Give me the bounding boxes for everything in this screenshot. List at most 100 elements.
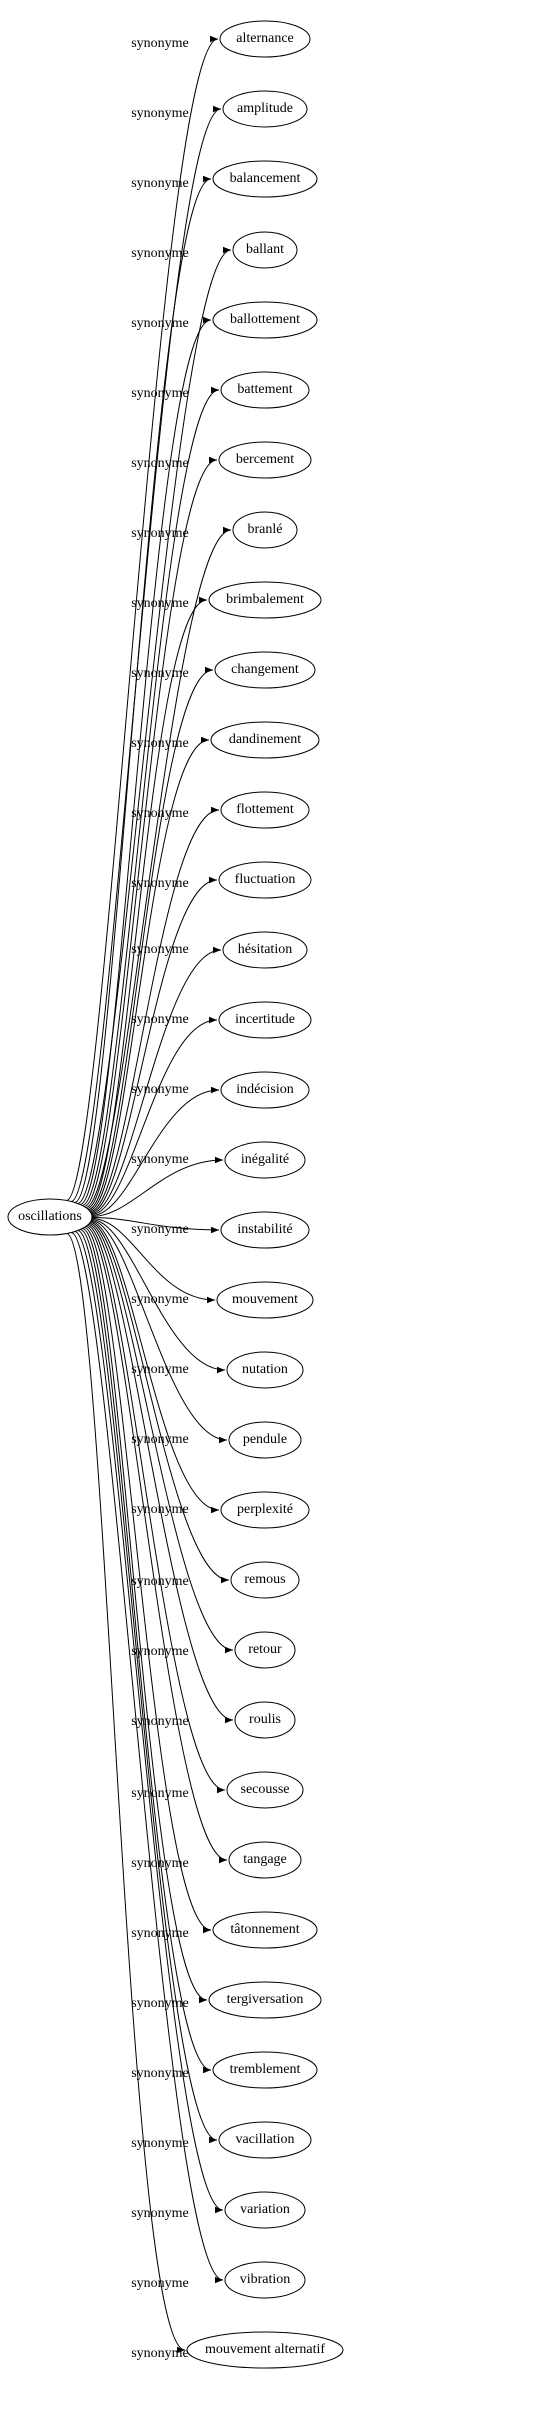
- target-label-changement: changement: [231, 662, 299, 677]
- edge-label-roulis: synonyme: [131, 1714, 189, 1729]
- target-label-fluctuation: fluctuation: [235, 872, 296, 887]
- arrowhead-amplitude: [213, 106, 221, 112]
- target-label-branle: branlé: [248, 522, 283, 537]
- edge-label-amplitude: synonyme: [131, 106, 189, 121]
- edge-label-alternance: synonyme: [131, 36, 189, 51]
- target-label-balancement: balancement: [230, 171, 301, 186]
- edge-label-flottement: synonyme: [131, 806, 189, 821]
- arrowhead-ballant: [223, 247, 231, 253]
- target-label-nutation: nutation: [242, 1362, 288, 1377]
- target-label-secousse: secousse: [241, 1782, 290, 1797]
- arrowhead-vacillation: [209, 2137, 217, 2143]
- target-label-tergiversation: tergiversation: [227, 1992, 304, 2007]
- edge-label-mouvement-alternatif: synonyme: [131, 2346, 189, 2361]
- edge-label-branle: synonyme: [131, 526, 189, 541]
- target-label-roulis: roulis: [249, 1712, 281, 1727]
- target-label-retour: retour: [248, 1642, 282, 1657]
- target-label-remous: remous: [244, 1572, 285, 1587]
- arrowhead-inegalite: [215, 1157, 223, 1163]
- arrowhead-flottement: [211, 807, 219, 813]
- arrowhead-tatonnement: [203, 1927, 211, 1933]
- edge-label-pendule: synonyme: [131, 1432, 189, 1447]
- edge-label-secousse: synonyme: [131, 1786, 189, 1801]
- arrowhead-battement: [211, 387, 219, 393]
- arrowhead-hesitation: [213, 947, 221, 953]
- arrowhead-retour: [225, 1647, 233, 1653]
- edge-label-balancement: synonyme: [131, 176, 189, 191]
- target-label-dandinement: dandinement: [229, 732, 301, 747]
- target-label-tremblement: tremblement: [230, 2062, 301, 2077]
- arrowhead-nutation: [217, 1367, 225, 1373]
- arrowhead-tremblement: [203, 2067, 211, 2073]
- target-label-mouvement-alternatif: mouvement alternatif: [205, 2342, 325, 2357]
- edge-label-bercement: synonyme: [131, 456, 189, 471]
- arrowhead-instabilite: [211, 1227, 219, 1233]
- target-label-indecision: indécision: [236, 1082, 294, 1097]
- target-label-tangage: tangage: [243, 1852, 287, 1867]
- edge-label-fluctuation: synonyme: [131, 876, 189, 891]
- arrowhead-brimbalement: [199, 597, 207, 603]
- edge-branle: [86, 530, 231, 1207]
- edge-label-hesitation: synonyme: [131, 942, 189, 957]
- edge-label-vacillation: synonyme: [131, 2136, 189, 2151]
- arrowhead-perplexite: [211, 1507, 219, 1513]
- edge-label-brimbalement: synonyme: [131, 596, 189, 611]
- target-label-pendule: pendule: [243, 1432, 287, 1447]
- arrowhead-secousse: [217, 1787, 225, 1793]
- arrowhead-vibration: [215, 2277, 223, 2283]
- target-label-hesitation: hésitation: [238, 942, 292, 957]
- arrowhead-branle: [223, 527, 231, 533]
- arrowhead-tangage: [219, 1857, 227, 1863]
- arrowhead-incertitude: [209, 1017, 217, 1023]
- edge-label-instabilite: synonyme: [131, 1222, 189, 1237]
- target-label-ballottement: ballottement: [230, 312, 300, 327]
- edge-inegalite: [92, 1160, 223, 1216]
- arrowhead-variation: [215, 2207, 223, 2213]
- target-label-variation: variation: [240, 2202, 290, 2217]
- arrowhead-ballottement: [203, 317, 211, 323]
- target-label-flottement: flottement: [236, 802, 294, 817]
- arrowhead-indecision: [211, 1087, 219, 1093]
- arrowhead-bercement: [209, 457, 217, 463]
- arrowhead-changement: [205, 667, 213, 673]
- target-label-inegalite: inégalité: [241, 1152, 289, 1167]
- target-label-tatonnement: tâtonnement: [230, 1922, 299, 1937]
- target-label-vacillation: vacillation: [235, 2132, 294, 2147]
- edge-label-tatonnement: synonyme: [131, 1926, 189, 1941]
- target-label-instabilite: instabilité: [237, 1222, 292, 1237]
- root-node-label: oscillations: [18, 1209, 82, 1224]
- edge-label-indecision: synonyme: [131, 1082, 189, 1097]
- edge-label-changement: synonyme: [131, 666, 189, 681]
- target-label-mouvement: mouvement: [232, 1292, 298, 1307]
- target-label-bercement: bercement: [236, 452, 294, 467]
- synonym-graph: oscillations synonyme alternance synonyme am…: [0, 0, 533, 2435]
- edge-label-inegalite: synonyme: [131, 1152, 189, 1167]
- edge-label-ballottement: synonyme: [131, 316, 189, 331]
- arrowhead-remous: [221, 1577, 229, 1583]
- arrowhead-tergiversation: [199, 1997, 207, 2003]
- edge-label-variation: synonyme: [131, 2206, 189, 2221]
- edge-label-battement: synonyme: [131, 386, 189, 401]
- target-label-incertitude: incertitude: [235, 1012, 295, 1027]
- edge-label-retour: synonyme: [131, 1644, 189, 1659]
- edge-label-dandinement: synonyme: [131, 736, 189, 751]
- target-label-perplexite: perplexité: [237, 1502, 293, 1517]
- arrowhead-dandinement: [201, 737, 209, 743]
- target-label-alternance: alternance: [236, 31, 294, 46]
- target-label-battement: battement: [237, 382, 292, 397]
- arrowhead-balancement: [203, 176, 211, 182]
- edge-label-tergiversation: synonyme: [131, 1996, 189, 2011]
- target-label-brimbalement: brimbalement: [226, 592, 304, 607]
- arrowhead-fluctuation: [209, 877, 217, 883]
- edge-label-tremblement: synonyme: [131, 2066, 189, 2081]
- arrowhead-roulis: [225, 1717, 233, 1723]
- target-label-amplitude: amplitude: [237, 101, 293, 116]
- edge-ballottement: [80, 320, 211, 1204]
- target-label-ballant: ballant: [246, 242, 284, 257]
- edge-amplitude: [71, 109, 221, 1201]
- target-label-vibration: vibration: [240, 2272, 291, 2287]
- edge-label-incertitude: synonyme: [131, 1012, 189, 1027]
- arrowhead-pendule: [219, 1437, 227, 1443]
- arrowhead-mouvement: [207, 1297, 215, 1303]
- edge-label-ballant: synonyme: [131, 246, 189, 261]
